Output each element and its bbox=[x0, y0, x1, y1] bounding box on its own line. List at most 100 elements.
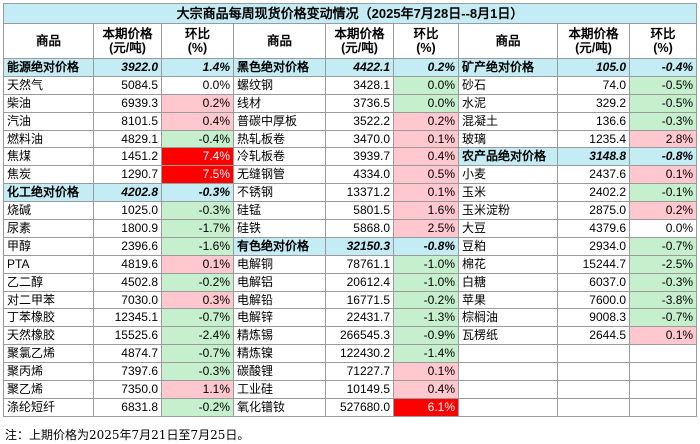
price-cell: 12345.1 bbox=[93, 308, 162, 328]
change-cell: -1.0% bbox=[393, 272, 459, 292]
price-cell: 527680.0 bbox=[325, 397, 394, 417]
header-commodity: 商品 bbox=[458, 23, 558, 59]
price-cell: 1800.9 bbox=[93, 219, 162, 238]
price-cell: 105.0 bbox=[557, 58, 630, 77]
change-cell bbox=[628, 362, 698, 382]
commodity-price-table: 大宗商品每周现货价格变动情况（2025年7月28日--8月1日） 商品 本期价格… bbox=[2, 3, 698, 417]
price-cell: 329.2 bbox=[557, 93, 630, 113]
price-cell: 3736.5 bbox=[325, 93, 394, 113]
change-cell bbox=[628, 397, 698, 417]
price-cell: 4379.6 bbox=[557, 219, 630, 238]
price-cell: 4874.7 bbox=[93, 344, 162, 364]
price-cell: 3522.2 bbox=[325, 111, 394, 131]
change-cell: -0.5% bbox=[628, 75, 698, 95]
price-cell: 6831.8 bbox=[93, 397, 162, 417]
table-row: 燃料油 4829.1 -0.4% 热轧板卷 3470.0 0.1% 玻璃 1235.4 2.8% bbox=[3, 129, 698, 149]
change-cell: 0.5% bbox=[393, 165, 459, 185]
change-cell: 1.4% bbox=[161, 58, 234, 77]
commodity-name-cell: 电解铅 bbox=[233, 290, 326, 310]
price-cell: 7030.0 bbox=[93, 290, 162, 310]
commodity-name-cell: 棉花 bbox=[458, 254, 558, 274]
change-cell: -0.3% bbox=[628, 111, 698, 131]
header-commodity: 商品 bbox=[233, 23, 326, 59]
change-cell: 2.8% bbox=[628, 129, 698, 149]
price-cell: 2402.2 bbox=[557, 183, 630, 203]
price-cell: 4502.8 bbox=[93, 272, 162, 292]
commodity-name-cell: 柴油 bbox=[3, 93, 94, 113]
commodity-name-cell: 混凝土 bbox=[458, 111, 558, 131]
change-cell: 1.6% bbox=[393, 201, 459, 221]
change-cell: -0.8% bbox=[393, 236, 459, 256]
price-cell: 15525.6 bbox=[93, 326, 162, 346]
price-cell: 8101.5 bbox=[93, 111, 162, 131]
commodity-name-cell: 玉米淀粉 bbox=[458, 201, 558, 221]
change-cell: -0.5% bbox=[628, 93, 698, 113]
price-cell: 2644.5 bbox=[557, 326, 630, 346]
commodity-name-cell: 普碳中厚板 bbox=[233, 111, 326, 131]
commodity-name-cell: 燃料油 bbox=[3, 129, 94, 149]
table-row: 烧碱 1025.0 -0.3% 硅锰 5801.5 1.6% 玉米淀粉 2875.0 0.2% bbox=[3, 201, 698, 221]
header-price: 本期价格 (元/吨) bbox=[93, 23, 162, 59]
commodity-name-cell: 硅锰 bbox=[233, 201, 326, 221]
change-cell: 0.3% bbox=[161, 290, 234, 310]
commodity-name-cell: 冷轧板卷 bbox=[233, 147, 326, 167]
change-cell: 0.4% bbox=[393, 147, 459, 167]
change-cell: 7.4% bbox=[161, 147, 234, 167]
change-cell bbox=[628, 344, 698, 364]
footnote: 注：上期价格为2025年7月21日至7月25日。 bbox=[5, 428, 250, 442]
change-cell: -0.3% bbox=[161, 201, 234, 221]
commodity-name-cell: 玉米 bbox=[458, 183, 558, 203]
price-cell: 5868.0 bbox=[325, 219, 394, 238]
table-row: 焦炭 1290.7 7.5% 无缝钢管 4334.0 0.5% 小麦 2437.6 0.1% bbox=[3, 165, 698, 185]
commodity-name-cell: 氧化镨钕 bbox=[233, 397, 326, 417]
commodity-name-cell: 电解铜 bbox=[233, 254, 326, 274]
commodity-name-cell: 线材 bbox=[233, 93, 326, 113]
price-cell: 2396.6 bbox=[93, 236, 162, 256]
commodity-name-cell: 聚氯乙烯 bbox=[3, 344, 94, 364]
change-cell: -2.4% bbox=[161, 326, 234, 346]
price-cell: 3939.7 bbox=[325, 147, 394, 167]
commodity-name-cell bbox=[458, 380, 558, 399]
change-cell: 0.2% bbox=[393, 111, 459, 131]
price-cell: 4422.1 bbox=[325, 58, 394, 77]
change-cell: 0.0% bbox=[393, 93, 459, 113]
price-cell bbox=[557, 344, 630, 364]
commodity-name-cell: 天然橡胶 bbox=[3, 326, 94, 346]
commodity-name-cell: 农产品绝对价格 bbox=[458, 147, 558, 167]
price-cell: 9008.3 bbox=[557, 308, 630, 328]
change-cell bbox=[628, 380, 698, 399]
table-row: PTA 4819.6 0.1% 电解铜 78761.1 -1.0% 棉花 15244.7 -2.… bbox=[3, 254, 698, 274]
table-row: 柴油 6939.3 0.2% 线材 3736.5 0.0% 水泥 329.2 -0.5% bbox=[3, 93, 698, 113]
change-cell: -0.8% bbox=[628, 147, 698, 167]
header-row: 商品 本期价格 (元/吨) 环比 (%) 商品 本期价格 (元/吨) 环比 (%) 商品… bbox=[3, 23, 698, 59]
commodity-name-cell: 豆粕 bbox=[458, 236, 558, 256]
change-cell: 2.5% bbox=[393, 219, 459, 238]
commodity-name-cell: 化工绝对价格 bbox=[3, 183, 94, 203]
commodity-name-cell: 汽油 bbox=[3, 111, 94, 131]
header-change: 环比 (%) bbox=[628, 23, 698, 59]
commodity-name-cell: 精炼镍 bbox=[233, 344, 326, 364]
price-cell: 4334.0 bbox=[325, 165, 394, 185]
commodity-name-cell: 有色绝对价格 bbox=[233, 236, 326, 256]
change-cell: 0.4% bbox=[161, 111, 234, 131]
change-cell: -1.3% bbox=[393, 308, 459, 328]
commodity-name-cell: 玻璃 bbox=[458, 129, 558, 149]
change-cell: 0.4% bbox=[393, 380, 459, 399]
change-cell: 6.1% bbox=[393, 397, 459, 417]
table-row: 能源绝对价格 3922.0 1.4% 黑色绝对价格 4422.1 0.2% 矿产绝对价格 10… bbox=[3, 58, 698, 77]
commodity-name-cell: PTA bbox=[3, 254, 94, 274]
price-cell: 10149.5 bbox=[325, 380, 394, 399]
commodity-name-cell bbox=[458, 362, 558, 382]
change-cell: 0.0% bbox=[393, 75, 459, 95]
price-cell bbox=[557, 362, 630, 382]
change-cell: 0.1% bbox=[393, 362, 459, 382]
change-cell: 0.2% bbox=[161, 93, 234, 113]
table-row: 聚乙烯 7350.0 1.1% 工业硅 10149.5 0.4% bbox=[3, 380, 698, 399]
price-cell: 71227.7 bbox=[325, 362, 394, 382]
header-change: 环比 (%) bbox=[161, 23, 234, 59]
change-cell: -0.2% bbox=[161, 272, 234, 292]
change-cell: -1.6% bbox=[161, 236, 234, 256]
commodity-name-cell: 电解锌 bbox=[233, 308, 326, 328]
change-cell: -0.7% bbox=[628, 308, 698, 328]
change-cell: -1.7% bbox=[161, 219, 234, 238]
